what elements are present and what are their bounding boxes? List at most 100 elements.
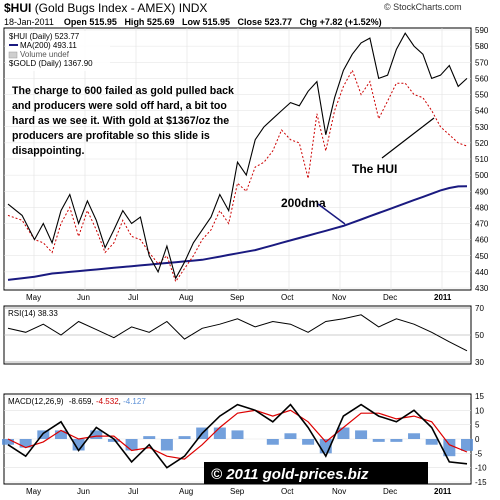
price-y-tick-label: 530 bbox=[475, 123, 489, 132]
commentary-line: hard as we see it. With gold at $1367/oz… bbox=[12, 115, 229, 127]
rsi-y-tick-label: 50 bbox=[475, 331, 484, 340]
macd-signal-line bbox=[7, 409, 468, 460]
legend-ma: MA(200) 493.11 bbox=[20, 41, 77, 50]
macd-histogram-bar bbox=[461, 439, 473, 451]
hui-price-line bbox=[7, 32, 468, 280]
rsi-label: RSI(14) 38.33 bbox=[8, 309, 58, 318]
rsi-line bbox=[7, 314, 468, 352]
legend-hui: $HUI (Daily) 523.77 bbox=[9, 32, 80, 41]
macd-label-sep1: , bbox=[92, 397, 96, 406]
macd-histogram-bar bbox=[125, 439, 138, 451]
price-y-tick-label: 500 bbox=[475, 171, 489, 180]
high-value: High 525.69 bbox=[124, 17, 175, 27]
watermark-box bbox=[204, 462, 428, 484]
macd-histogram-bar bbox=[284, 433, 297, 439]
price-y-tick-label: 490 bbox=[475, 187, 489, 196]
macd-histogram-bar bbox=[54, 430, 67, 439]
price-y-tick-label: 460 bbox=[475, 236, 489, 245]
macd-histogram-bar bbox=[425, 439, 438, 445]
macd-y-tick-label: 15 bbox=[475, 392, 484, 401]
svg-text:MACD(12,26,9) -8.659,: MACD(12,26,9) -8.659, -4.532, -4.127 bbox=[8, 397, 146, 406]
macd-histogram-bar bbox=[107, 439, 120, 442]
commentary-block: The charge to 600 failed as gold pulled … bbox=[12, 85, 234, 157]
macd-label: MACD(12,26,9) -8.659, -4.532, -4.127 bbox=[8, 397, 146, 406]
commentary-text: The charge to 600 failed as gold pulled … bbox=[12, 85, 234, 157]
price-x-tick-label: Oct bbox=[281, 293, 294, 302]
symbol: $HUI bbox=[4, 1, 32, 15]
rsi-gridlines bbox=[4, 307, 471, 363]
macd-label-name: MACD(12,26,9) bbox=[8, 397, 64, 406]
price-y-tick-label: 550 bbox=[475, 91, 489, 100]
macd-histogram-bar bbox=[302, 439, 315, 445]
commentary-line: and producers were sold off hard, a bit … bbox=[12, 100, 227, 112]
dma-label: 200dma bbox=[281, 196, 326, 210]
macd-x-tick-label: Oct bbox=[281, 487, 294, 496]
macd-histogram-bar bbox=[372, 439, 385, 442]
macd-x-tick-label: Sep bbox=[230, 487, 245, 496]
macd-y-tick-label: 0 bbox=[475, 435, 480, 444]
legend-vol-swatch bbox=[8, 51, 18, 59]
legend-gold: $GOLD (Daily) 1367.90 bbox=[9, 59, 93, 68]
macd-y-tick-label: -5 bbox=[475, 449, 483, 458]
price-x-axis: May Jun Jul Aug Sep Oct Nov Dec 2011 bbox=[26, 293, 452, 302]
chart-header-line2: 18-Jan-2011 Open 515.95 High 525.69 Low … bbox=[4, 17, 382, 27]
price-x-tick-label: Jun bbox=[77, 293, 90, 302]
macd-label-value1: -8.659 bbox=[69, 397, 92, 406]
price-x-tick-label: May bbox=[26, 293, 41, 302]
commentary-line: disappointing. bbox=[12, 145, 84, 157]
macd-y-tick-label: -15 bbox=[475, 478, 487, 487]
price-x-tick-label: Sep bbox=[230, 293, 245, 302]
macd-histogram-bar bbox=[443, 439, 456, 457]
stockcharts-brand: © StockCharts.com bbox=[384, 2, 462, 12]
price-y-tick-label: 430 bbox=[475, 284, 489, 293]
price-y-tick-label: 560 bbox=[475, 74, 489, 83]
commentary-line: The charge to 600 failed as gold pulled … bbox=[12, 85, 234, 97]
macd-label-value2: -4.532 bbox=[96, 397, 119, 406]
price-y-tick-label: 470 bbox=[475, 220, 489, 229]
price-x-tick-label: Nov bbox=[332, 293, 346, 302]
macd-histogram-bar bbox=[90, 430, 103, 439]
price-y-axis: 430 440 450 460 470 480 490 500 510 520 530 540 550 5… bbox=[475, 26, 489, 293]
macd-x-tick-label: May bbox=[26, 487, 41, 496]
price-legend: $HUI (Daily) 523.77 MA(200) 493.11 Volum… bbox=[6, 31, 110, 71]
open-value: Open 515.95 bbox=[63, 17, 117, 27]
macd-x-tick-label: Aug bbox=[179, 487, 193, 496]
macd-x-tick-label: Dec bbox=[383, 487, 397, 496]
macd-histogram-bar bbox=[213, 427, 226, 439]
macd-histogram-bar bbox=[337, 427, 350, 439]
commentary-line: producers are profitable so this slide i… bbox=[12, 130, 210, 142]
rsi-y-tick-label: 30 bbox=[475, 358, 484, 367]
low-value: Low 515.95 bbox=[181, 17, 231, 27]
macd-histogram-bar bbox=[2, 439, 14, 445]
macd-histogram-bar bbox=[178, 436, 191, 439]
macd-histogram-bar bbox=[37, 430, 50, 439]
price-x-tick-label: 2011 bbox=[434, 293, 452, 302]
price-x-tick-label: Jul bbox=[128, 293, 138, 302]
macd-label-value3: -4.127 bbox=[123, 397, 146, 406]
price-y-tick-label: 440 bbox=[475, 268, 489, 277]
close-value: Close 523.77 bbox=[237, 17, 293, 27]
macd-histogram-bar bbox=[143, 436, 156, 439]
price-y-tick-label: 480 bbox=[475, 203, 489, 212]
macd-x-tick-label: Nov bbox=[332, 487, 346, 496]
macd-histogram-bar bbox=[231, 430, 244, 439]
change-value: Chg +7.82 (+1.52%) bbox=[299, 17, 382, 27]
ma200-line bbox=[7, 185, 468, 281]
price-y-tick-label: 570 bbox=[475, 58, 489, 67]
macd-x-tick-label: Jul bbox=[128, 487, 138, 496]
price-y-tick-label: 520 bbox=[475, 139, 489, 148]
macd-histogram-bar bbox=[390, 439, 403, 442]
macd-y-tick-label: -10 bbox=[475, 464, 487, 473]
index-name: (Gold Bugs Index - AMEX) bbox=[34, 1, 176, 15]
hui-arrow bbox=[381, 117, 435, 159]
macd-histogram-bar bbox=[72, 439, 85, 451]
price-x-tick-label: Aug bbox=[179, 293, 193, 302]
price-y-tick-label: 590 bbox=[475, 26, 489, 35]
macd-histogram-bar bbox=[160, 439, 173, 451]
legend-background bbox=[6, 31, 110, 71]
price-y-tick-label: 580 bbox=[475, 42, 489, 51]
exchange: INDX bbox=[178, 1, 208, 15]
hui-label: The HUI bbox=[352, 162, 397, 176]
legend-volume: Volume undef bbox=[20, 50, 70, 59]
